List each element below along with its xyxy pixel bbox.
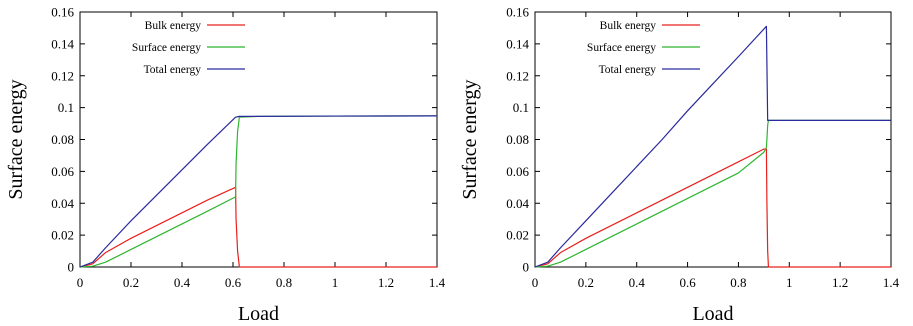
left-y-tick-label: 0.12 <box>51 68 74 83</box>
left-x-tick-label: 0.6 <box>225 275 242 290</box>
right-y-tick-label: 0.16 <box>506 5 529 20</box>
left-legend-label-surface-energy: Surface energy <box>132 42 201 54</box>
left-series-bulk-energy-line <box>79 186 437 268</box>
left-y-tick-label: 0.08 <box>51 132 74 147</box>
right-chart: 0 0.02 0.04 0.06 0.08 0.1 0.12 0.14 0.16 0 0.2 0.4 0… <box>459 5 900 326</box>
right-x-tick-label: 0 <box>532 275 539 290</box>
right-x-tick-label: 0.4 <box>629 275 646 290</box>
right-x-tick-label: 0.8 <box>730 275 746 290</box>
left-x-tick-label: 1.4 <box>429 275 446 290</box>
left-y-axis-title: Surface energy <box>5 79 27 199</box>
right-x-axis-title: Load <box>692 303 733 325</box>
left-y-tick-label: 0.02 <box>51 228 74 243</box>
right-y-tick-label: 0.06 <box>506 164 529 179</box>
left-x-tick-label: 1 <box>332 275 339 290</box>
right-y-tick-label: 0.04 <box>506 196 529 211</box>
right-x-tick-label: 1 <box>786 275 793 290</box>
right-y-axis-title: Surface energy <box>459 79 481 199</box>
right-x-tick-label: 1.2 <box>832 275 848 290</box>
left-y-tick-label: 0.1 <box>58 100 74 115</box>
right-x-tick-label: 0.6 <box>679 275 696 290</box>
right-y-tick-label: 0.08 <box>506 132 529 147</box>
left-y-tick-label: 0.04 <box>51 196 74 211</box>
right-x-tick-label: 1.4 <box>883 275 900 290</box>
left-legend-label-bulk-energy: Bulk energy <box>145 20 202 32</box>
left-legend-label-total-energy: Total energy <box>144 64 202 76</box>
left-series-surface-energy-line <box>79 115 438 268</box>
left-y-tick-label: 0.06 <box>51 164 74 179</box>
right-y-tick-label: 0.1 <box>513 100 529 115</box>
right-series-surface-energy-line <box>534 119 891 268</box>
left-y-tick-label: 0.14 <box>51 36 74 51</box>
right-y-tick-label: 0.12 <box>506 68 529 83</box>
right-y-tick-label: 0.02 <box>506 228 529 243</box>
right-series-total-energy-line <box>534 25 891 268</box>
right-legend-label-surface-energy: Surface energy <box>587 42 656 54</box>
left-chart: 0 0.02 0.04 0.06 0.08 0.1 0.12 0.14 0.16 0 0.2 0.4 0… <box>5 5 446 326</box>
right-series-bulk-energy-line <box>534 148 891 268</box>
left-x-tick-label: 1.2 <box>378 275 394 290</box>
left-series-total-energy-line <box>79 115 438 268</box>
right-y-tick-label: 0.14 <box>506 36 529 51</box>
left-x-tick-label: 0.8 <box>276 275 292 290</box>
right-x-tick-label: 0.2 <box>578 275 594 290</box>
left-x-axis-title: Load <box>238 303 279 325</box>
left-x-tick-label: 0 <box>77 275 84 290</box>
left-y-tick-label: 0.16 <box>51 5 74 20</box>
right-legend-label-total-energy: Total energy <box>599 64 657 76</box>
right-legend-label-bulk-energy: Bulk energy <box>600 20 657 32</box>
left-x-tick-label: 0.2 <box>123 275 139 290</box>
left-x-tick-label: 0.4 <box>174 275 191 290</box>
left-y-tick-label: 0 <box>68 260 75 275</box>
right-y-tick-label: 0 <box>523 260 530 275</box>
